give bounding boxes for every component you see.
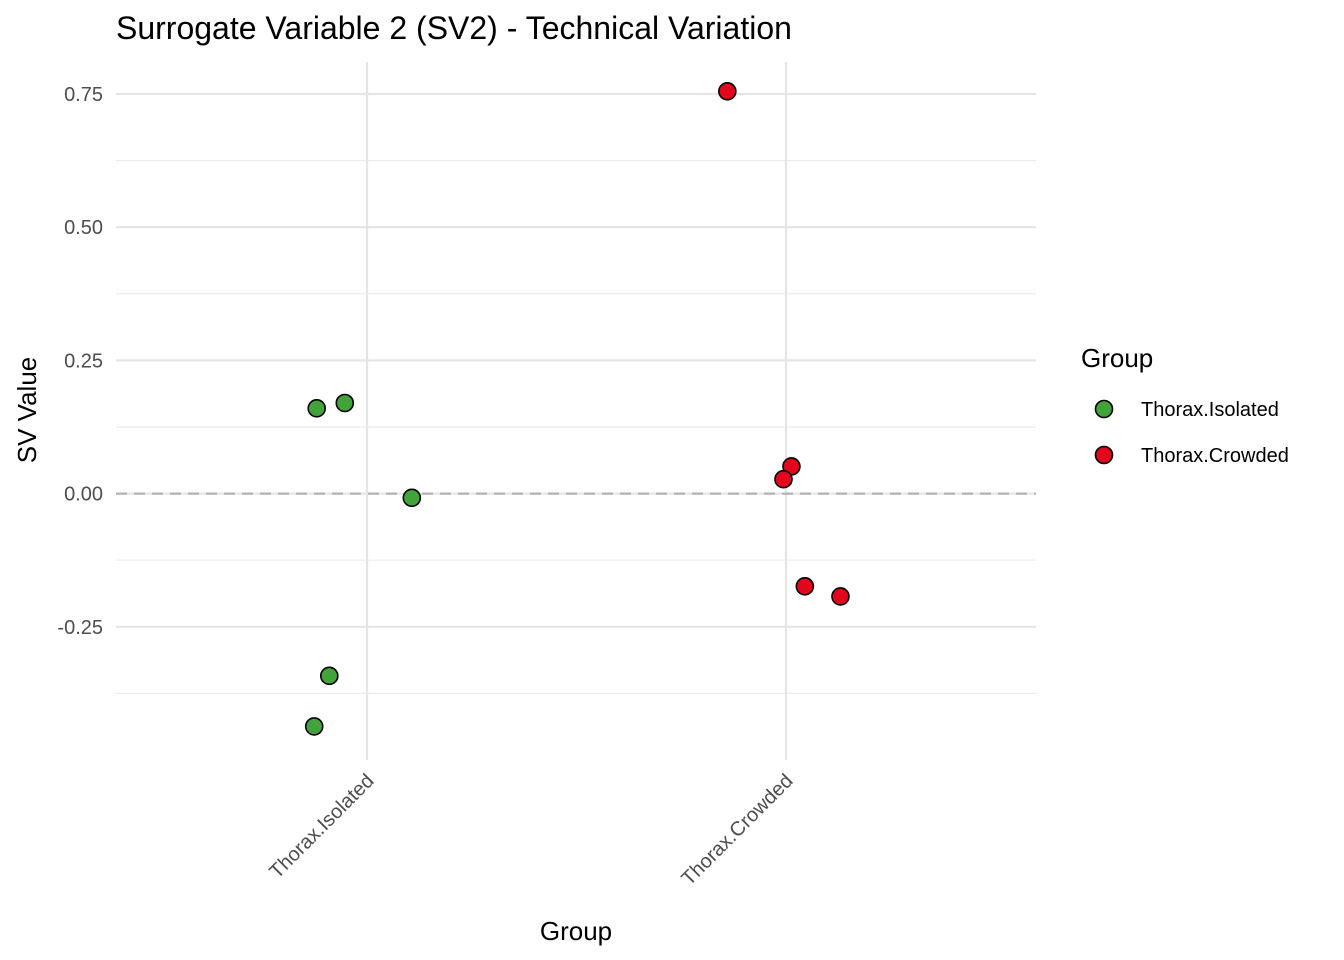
legend-key-thorax-isolated — [1094, 399, 1114, 419]
data-point-thorax-isolated-3 — [319, 666, 339, 686]
y-tick-label: -0.25 — [57, 617, 103, 639]
data-point-thorax-crowded-4 — [831, 587, 850, 606]
chart-title: Surrogate Variable 2 (SV2) - Technical V… — [116, 10, 792, 46]
y-axis-title: SV Value — [12, 357, 42, 463]
legend: Group Thorax.Isolated Thorax.Crowded — [1081, 343, 1289, 467]
data-point-thorax-isolated-2 — [402, 488, 422, 508]
legend-title: Group — [1081, 343, 1153, 373]
legend-key-thorax-crowded — [1094, 445, 1114, 465]
y-tick-label: 0.75 — [64, 84, 103, 106]
y-axis-tick-labels: -0.25 0.00 0.25 0.50 0.75 — [57, 84, 103, 639]
data-point-thorax-isolated-4 — [304, 717, 324, 736]
x-tick-label: Thorax.Crowded — [677, 770, 797, 890]
x-axis-tick-labels: Thorax.Isolated Thorax.Crowded — [265, 770, 797, 890]
data-point-thorax-isolated-0 — [307, 399, 327, 418]
minor-gridlines — [116, 159, 1036, 694]
data-point-thorax-isolated-1 — [335, 393, 355, 413]
y-tick-label: 0.25 — [64, 350, 103, 372]
major-gridlines — [116, 62, 1036, 760]
x-tick-label: Thorax.Isolated — [265, 770, 378, 883]
data-point-thorax-crowded-3 — [795, 576, 815, 596]
x-axis-title: Group — [540, 916, 612, 946]
legend-label-thorax-crowded: Thorax.Crowded — [1141, 445, 1289, 467]
data-points — [304, 82, 850, 736]
data-point-thorax-crowded-0 — [718, 82, 737, 101]
y-tick-label: 0.00 — [64, 484, 103, 506]
y-tick-label: 0.50 — [64, 217, 103, 239]
legend-items: Thorax.Isolated Thorax.Crowded — [1094, 399, 1289, 467]
legend-label-thorax-isolated: Thorax.Isolated — [1141, 399, 1279, 421]
plot-area — [116, 62, 1036, 760]
data-point-thorax-crowded-2 — [774, 469, 793, 489]
